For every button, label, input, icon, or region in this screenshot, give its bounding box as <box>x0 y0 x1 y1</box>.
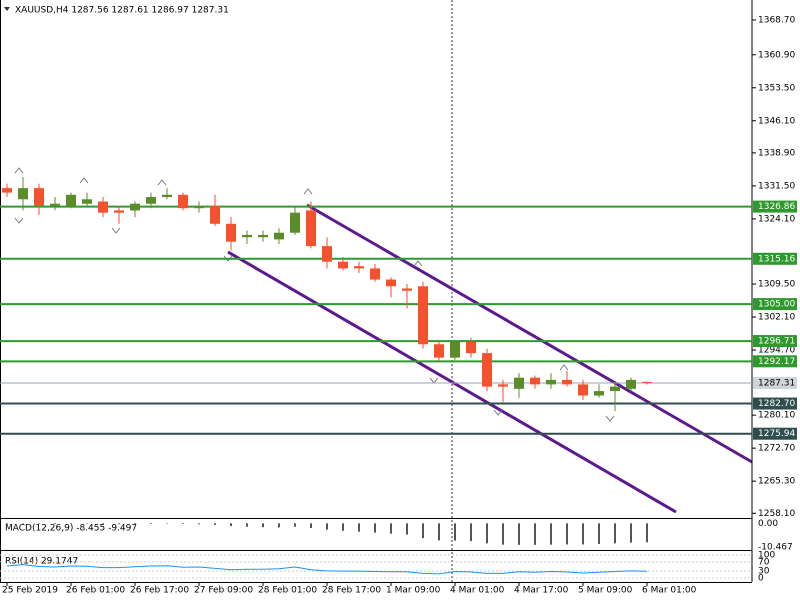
candle-body <box>578 384 588 396</box>
candle-body <box>162 194 172 198</box>
price-level-box <box>753 298 797 311</box>
x-tick-label: 26 Feb 01:00 <box>66 586 125 596</box>
candle-body <box>338 261 348 269</box>
candle-body <box>82 199 92 204</box>
candle-body <box>18 188 28 200</box>
chart-title: XAUUSD,H4 1287.56 1287.61 1286.97 1287.3… <box>15 6 229 16</box>
y-tick-label: 1280.10 <box>758 411 795 421</box>
x-tick-label: 27 Feb 09:00 <box>194 586 253 596</box>
x-tick-label: 28 Feb 17:00 <box>322 586 381 596</box>
candle-body <box>50 203 60 206</box>
price-level-box <box>753 427 797 440</box>
price-level-label: 1305.00 <box>758 300 795 310</box>
candle-body <box>354 266 364 269</box>
candle-body <box>370 268 380 280</box>
price-level-label: 1326.86 <box>758 202 795 212</box>
y-tick-label: 1272.70 <box>758 444 795 454</box>
candle-body <box>146 197 156 204</box>
candle-body <box>66 194 76 206</box>
y-tick-label: 1338.90 <box>758 148 795 158</box>
y-tick-label: 1368.70 <box>758 15 795 25</box>
x-tick-label: 5 Mar 09:00 <box>578 586 633 596</box>
candle-body <box>386 279 396 287</box>
candle-body <box>482 353 492 387</box>
price-level-box <box>753 252 797 265</box>
frame <box>0 0 753 583</box>
candle-body <box>194 205 204 209</box>
candle-body <box>178 194 188 209</box>
rsi-line <box>6 564 648 575</box>
y-tick-label: 1346.10 <box>758 116 795 126</box>
candle-body <box>130 203 140 211</box>
y-tick-label: 1302.10 <box>758 313 795 323</box>
price-level-box <box>753 355 797 368</box>
price-level-label: 1292.17 <box>758 357 795 367</box>
candle-body <box>418 286 428 345</box>
candle-body <box>210 205 220 224</box>
candle-body <box>274 232 284 240</box>
symbol-icon <box>4 7 10 11</box>
candle-body <box>258 234 268 238</box>
y-tick-label: 1265.30 <box>758 477 795 487</box>
x-tick-label: 4 Mar 01:00 <box>450 586 505 596</box>
candle-body <box>322 246 332 262</box>
y-tick-label: 1324.10 <box>758 214 795 224</box>
candle-body <box>290 212 300 233</box>
x-tick-label: 1 Mar 09:00 <box>386 586 441 596</box>
price-level-label: 1296.71 <box>758 337 795 347</box>
candle-body <box>434 344 444 358</box>
y-tick-label: 1353.50 <box>758 83 795 93</box>
candle-body <box>226 223 236 242</box>
rsi-tick-label: 0 <box>758 574 764 584</box>
candle-body <box>562 379 572 385</box>
price-level-box <box>753 200 797 213</box>
channel-line <box>306 203 753 464</box>
candle-body <box>450 342 460 358</box>
price-level-box <box>753 335 797 348</box>
candle-body <box>530 377 540 385</box>
price-level-label: 1315.16 <box>758 254 795 264</box>
candle-body <box>466 342 476 354</box>
current-price-label: 1287.31 <box>758 378 795 388</box>
candle-body <box>498 384 508 387</box>
macd-tick-label: -10.467 <box>758 542 793 552</box>
candle-body <box>546 379 556 385</box>
candle-body <box>402 288 412 291</box>
candle-body <box>306 210 316 247</box>
x-tick-label: 25 Feb 2019 <box>2 586 58 596</box>
rsi-tick-label: 70 <box>758 557 770 567</box>
macd-title: MACD(12,26,9) -8.455 -9.497 <box>5 524 137 534</box>
candle-body <box>114 210 124 213</box>
rsi-tick-label: 100 <box>758 551 775 561</box>
candle-body <box>594 391 604 396</box>
macd-tick-label: 0.00 <box>758 519 778 529</box>
current-price-box <box>753 376 797 389</box>
price-level-label: 1282.70 <box>758 399 795 409</box>
y-tick-label: 1331.50 <box>758 181 795 191</box>
candle-body <box>610 386 620 392</box>
x-tick-label: 28 Feb 01:00 <box>258 586 317 596</box>
y-tick-label: 1309.50 <box>758 280 795 290</box>
x-tick-label: 6 Mar 01:00 <box>642 586 697 596</box>
x-tick-label: 26 Feb 17:00 <box>130 586 189 596</box>
price-level-box <box>753 397 797 410</box>
candle-body <box>34 188 44 206</box>
y-tick-label: 1294.70 <box>758 346 795 356</box>
channel-line <box>227 250 677 514</box>
y-tick-label: 1360.90 <box>758 50 795 60</box>
candle-body <box>626 379 636 389</box>
candle-body <box>98 201 108 213</box>
candle-body <box>242 234 252 238</box>
candle-body <box>642 381 652 383</box>
price-level-label: 1275.94 <box>758 429 795 439</box>
y-tick-label: 1258.10 <box>758 509 795 519</box>
candle-body <box>2 188 12 193</box>
x-tick-label: 4 Mar 17:00 <box>514 586 569 596</box>
rsi-tick-label: 30 <box>758 567 770 577</box>
candle-body <box>514 377 524 389</box>
